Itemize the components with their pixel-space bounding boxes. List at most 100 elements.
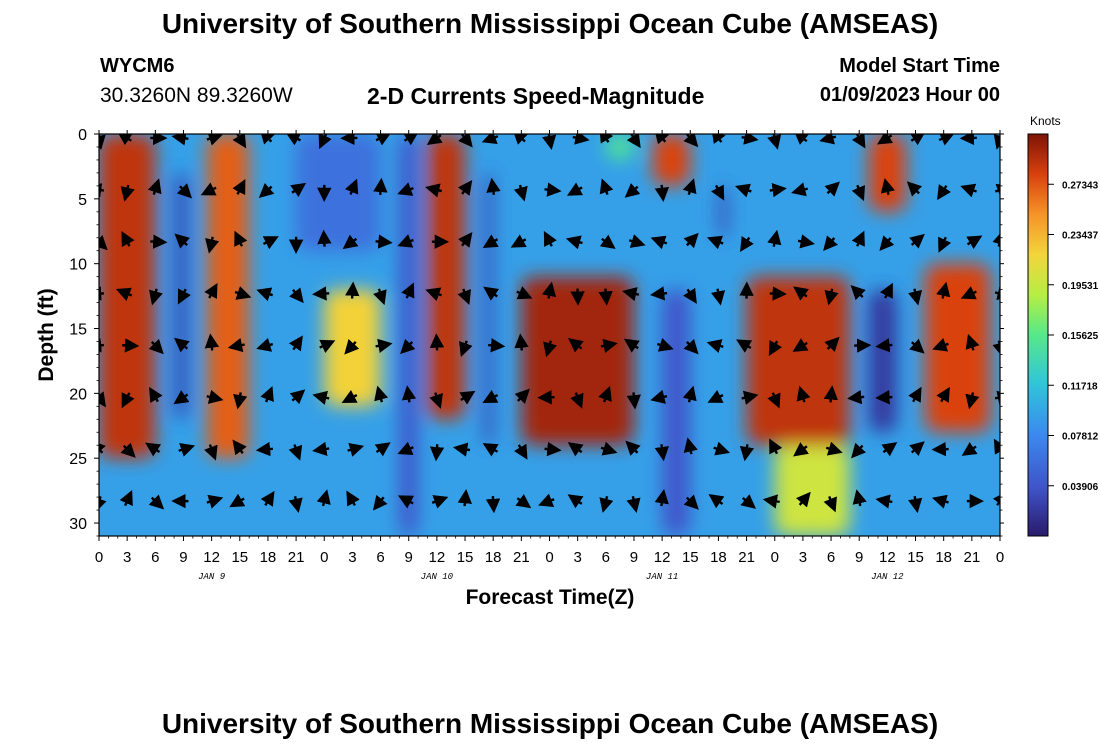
current-vector-arrow bbox=[234, 230, 248, 247]
main-title: University of Southern Mississippi Ocean… bbox=[161, 8, 939, 39]
current-vector-arrow bbox=[538, 493, 555, 508]
current-vector-arrow bbox=[262, 236, 279, 250]
current-vector-arrow bbox=[400, 338, 416, 355]
current-vector-arrow bbox=[566, 182, 584, 196]
current-vector-arrow bbox=[206, 134, 224, 146]
colorbar-tick-label: 0.03906 bbox=[1062, 482, 1099, 493]
current-vector-arrow bbox=[425, 287, 442, 302]
current-vector-arrow bbox=[512, 134, 528, 145]
current-vector-arrow bbox=[482, 234, 499, 248]
x-tick-label: 9 bbox=[855, 549, 863, 566]
current-vector-arrow bbox=[260, 386, 274, 403]
current-vector-arrow bbox=[793, 286, 809, 301]
current-vector-arrow bbox=[312, 390, 330, 405]
x-tick-label: 18 bbox=[935, 549, 952, 566]
current-vector-arrow bbox=[993, 438, 1000, 455]
current-vector-arrow bbox=[736, 339, 753, 353]
current-vector-arrow bbox=[851, 184, 865, 202]
current-vector-arrow bbox=[205, 236, 220, 254]
x-axis-label: Forecast Time(Z) bbox=[466, 586, 635, 609]
current-vector-arrow bbox=[204, 282, 218, 300]
speed-band-0 bbox=[99, 134, 156, 459]
current-vector-arrow bbox=[344, 339, 360, 355]
current-vector-arrow bbox=[402, 134, 419, 146]
current-vector-arrow bbox=[256, 337, 274, 352]
speed-band-2 bbox=[206, 134, 250, 459]
y-tick-label: 10 bbox=[69, 257, 87, 274]
current-vectors bbox=[99, 134, 1000, 514]
current-vector-arrow bbox=[374, 385, 389, 403]
current-vector-arrow bbox=[739, 235, 754, 253]
current-vector-arrow bbox=[375, 338, 393, 353]
current-vector-arrow bbox=[342, 234, 359, 250]
current-vector-arrow bbox=[317, 229, 332, 247]
current-vector-arrow bbox=[99, 440, 106, 456]
speed-band-6 bbox=[427, 134, 466, 420]
y-tick-label: 5 bbox=[78, 192, 87, 209]
current-vector-arrow bbox=[510, 234, 527, 248]
footer-title: University of Southern Mississippi Ocean… bbox=[161, 708, 939, 739]
current-vector-arrow bbox=[312, 441, 330, 457]
current-vector-arrow bbox=[544, 182, 562, 197]
x-tick-label: 15 bbox=[231, 549, 248, 566]
current-vector-arrow bbox=[767, 392, 781, 409]
current-vector-arrow bbox=[880, 177, 895, 196]
colorbar-tick-label: 0.23437 bbox=[1062, 231, 1099, 242]
x-tick-label: 3 bbox=[573, 549, 581, 566]
current-vector-arrow bbox=[599, 234, 616, 249]
current-vector-arrow bbox=[909, 441, 925, 457]
current-vector-arrow bbox=[741, 134, 759, 145]
current-vector-arrow bbox=[682, 385, 697, 403]
current-vector-arrow bbox=[176, 183, 193, 199]
current-vector-arrow bbox=[824, 181, 840, 197]
x-tick-label: 6 bbox=[376, 549, 384, 566]
current-vector-arrow bbox=[290, 182, 307, 198]
current-vector-arrow bbox=[542, 281, 557, 299]
x-tick-label: 18 bbox=[710, 549, 727, 566]
current-vector-arrow bbox=[966, 235, 983, 250]
current-vector-arrow bbox=[599, 134, 614, 144]
current-vector-arrow bbox=[767, 229, 782, 247]
current-vector-arrow bbox=[847, 389, 865, 405]
current-vector-arrow bbox=[171, 134, 189, 146]
current-vector-arrow bbox=[796, 385, 811, 403]
current-vector-arrow bbox=[654, 444, 669, 462]
current-vector-arrow bbox=[482, 443, 499, 457]
current-vector-arrow bbox=[174, 337, 190, 353]
day-label: JAN 12 bbox=[871, 572, 904, 582]
current-vector-arrow bbox=[654, 134, 670, 145]
x-tick-label: 21 bbox=[513, 549, 530, 566]
x-tick-label: 18 bbox=[485, 549, 502, 566]
current-vector-arrow bbox=[119, 489, 133, 507]
x-tick-label: 3 bbox=[123, 549, 131, 566]
current-vector-arrow bbox=[258, 183, 275, 198]
current-vector-arrow bbox=[797, 234, 815, 249]
y-axis-label: Depth (ft) bbox=[35, 288, 58, 381]
y-tick-label: 30 bbox=[69, 516, 87, 533]
x-tick-label: 0 bbox=[95, 549, 103, 566]
y-tick-label: 15 bbox=[69, 322, 87, 339]
current-vector-arrow bbox=[173, 390, 190, 405]
current-vector-arrow bbox=[850, 285, 866, 301]
current-vector-arrow bbox=[626, 392, 641, 410]
current-vector-arrow bbox=[344, 178, 359, 195]
day-label: JAN 10 bbox=[421, 572, 454, 582]
current-vector-arrow bbox=[204, 333, 220, 351]
current-vector-arrow bbox=[936, 386, 950, 403]
current-vector-arrow bbox=[99, 391, 107, 408]
current-vector-arrow bbox=[148, 288, 163, 306]
colorbar: Knots 0.27343 0.23437 0.19531 0.15625 0.1171… bbox=[1027, 114, 1099, 537]
colorbar-gradient bbox=[1027, 133, 1049, 537]
current-vector-arrow bbox=[289, 287, 304, 304]
current-vector-arrow bbox=[875, 338, 893, 353]
current-vector-arrow bbox=[425, 183, 443, 198]
current-vector-arrow bbox=[206, 389, 224, 404]
current-vector-arrow bbox=[994, 286, 1000, 301]
current-vector-arrow bbox=[375, 234, 393, 249]
current-vector-arrow bbox=[877, 134, 894, 145]
current-vector-arrow bbox=[99, 183, 105, 198]
x-tick-label: 15 bbox=[457, 549, 474, 566]
current-vector-arrow bbox=[793, 442, 809, 457]
x-tick-label: 0 bbox=[545, 549, 553, 566]
current-vector-arrow bbox=[481, 134, 499, 145]
